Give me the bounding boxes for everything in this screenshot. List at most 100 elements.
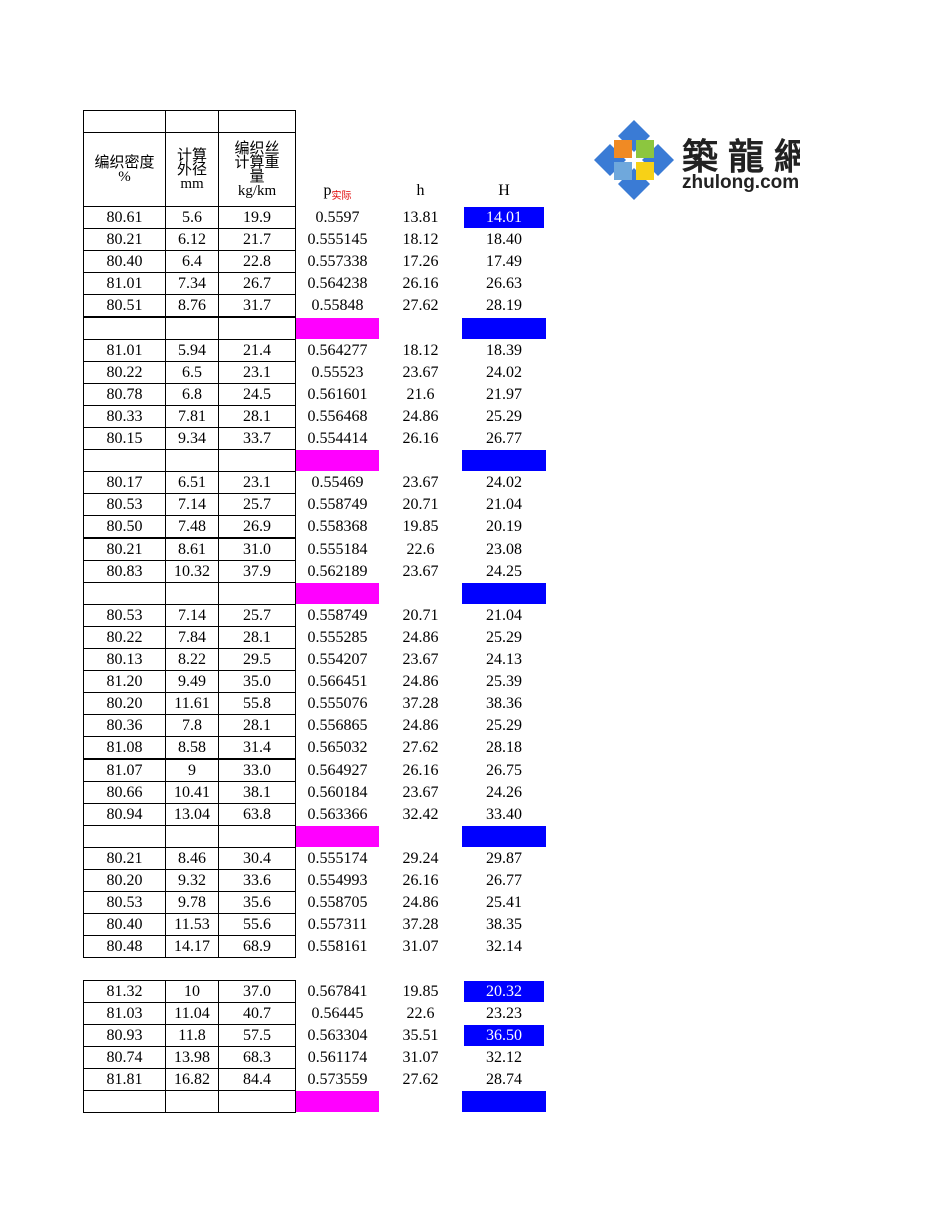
table-cell: 11.04 [165,1001,219,1025]
table-cell: 29.87 [486,849,522,867]
table-cell: 9.49 [165,670,219,694]
blank-cell [218,1090,296,1114]
table-cell: 25.29 [486,407,522,425]
table-cell: 0.55523 [311,363,364,381]
separator-fill [296,317,379,339]
table-cell: 63.8 [218,802,296,826]
table-cell: 20.19 [486,518,522,536]
table-cell: 7.14 [165,493,219,517]
table-cell: 0.554993 [307,872,368,889]
table-cell: 8.46 [165,846,219,870]
logo-name: 築龍網 [682,136,800,178]
table-cell: 24.86 [402,628,439,646]
table-cell: 22.6 [406,1004,435,1022]
table-cell: 28.1 [218,714,296,738]
table-cell: 0.560184 [307,783,368,801]
table-cell: 0.566451 [307,673,368,691]
table-cell: 33.0 [218,758,296,782]
blank-cell [83,449,166,473]
table-cell: 80.40 [83,913,166,937]
table-cell: 7.8 [165,714,219,738]
table-cell: 28.19 [486,297,522,315]
logo-icon [594,120,674,200]
table-cell: 23.08 [486,540,522,558]
table-cell: 57.5 [218,1023,296,1047]
table-cell: 26.77 [486,430,522,447]
table-cell: 6.12 [165,228,219,252]
table-cell: 37.28 [402,695,439,713]
table-cell: 0.556865 [307,717,368,735]
table-cell: 0.561174 [307,1048,368,1066]
header-line: 外径 [176,161,207,178]
table-cell: 81.03 [83,1001,166,1025]
table-cell: 7.34 [165,272,219,296]
table-cell: 80.22 [83,625,166,649]
table-cell: 13.81 [402,209,439,226]
table-cell: 10 [165,979,219,1003]
table-cell: 18.12 [402,341,439,359]
table-cell: 8.76 [165,294,219,318]
table-cell: 36.50 [464,1024,544,1046]
table-cell: 0.558749 [307,496,368,514]
table-cell: 21.04 [486,496,522,514]
table-cell: 80.22 [83,360,166,384]
table-cell: 32.14 [486,938,522,956]
table-cell: 81.07 [83,758,166,782]
table-cell: 25.29 [486,717,522,735]
table-cell: 80.13 [83,648,166,672]
table-cell: 26.75 [486,761,522,779]
table-cell: 23.67 [402,363,439,381]
table-cell: 80.83 [83,559,166,583]
table-cell: 8.22 [165,648,219,672]
table-cell: 19.85 [402,982,439,1000]
table-cell: 20.71 [402,606,439,624]
table-cell: 33.7 [218,427,296,451]
table-cell: 31.4 [218,736,296,760]
blank-cell [165,449,219,473]
table-cell: 24.13 [486,651,522,668]
table-cell: 0.567841 [307,982,368,1000]
table-cell: 18.39 [486,341,522,359]
table-cell: 24.02 [486,363,522,381]
table-cell: 0.562189 [307,562,368,580]
header-cell: 编织丝 计算重量 kg/km [218,132,296,207]
table-cell: 26.77 [486,872,522,889]
blank-cell [218,581,296,605]
table-cell: 81.32 [83,979,166,1003]
table-cell: 29.5 [218,648,296,672]
table-cell: 8.61 [165,537,219,561]
table-cell: 31.07 [402,1048,439,1066]
table-cell: 9.34 [165,427,219,451]
table-cell: 5.94 [165,338,219,362]
table-cell: 17.26 [402,253,439,271]
table-cell: 6.4 [165,250,219,274]
table-cell: 0.558705 [307,894,368,912]
table-cell: 80.17 [83,471,166,495]
table-cell: 35.0 [218,670,296,694]
table-cell: 27.62 [402,1070,439,1088]
table-cell: 13.98 [165,1045,219,1069]
table-cell: 80.21 [83,537,166,561]
table-cell: 80.20 [83,869,166,893]
table-cell: 40.7 [218,1001,296,1025]
table-cell: 80.53 [83,603,166,627]
table-cell: 80.74 [83,1045,166,1069]
table-cell: 6.51 [165,471,219,495]
table-cell: 0.555145 [307,231,368,249]
table-cell: 80.40 [83,250,166,274]
table-cell: 25.7 [218,603,296,627]
table-cell: 31.0 [218,537,296,561]
table-cell: 25.39 [486,673,522,691]
header-blank [165,110,219,133]
p-header: p实际 [296,180,379,202]
table-cell: 21.04 [486,606,522,624]
table-cell: 24.26 [486,783,522,801]
table-cell: 26.16 [402,872,439,889]
table-cell: 25.7 [218,493,296,517]
header-cell: 计算 外径 mm [165,132,219,207]
table-cell: 29.24 [402,849,439,867]
table-cell: 28.1 [218,625,296,649]
table-cell: 23.67 [402,651,439,668]
table-cell: 23.1 [218,471,296,495]
table-cell: 80.48 [83,935,166,959]
